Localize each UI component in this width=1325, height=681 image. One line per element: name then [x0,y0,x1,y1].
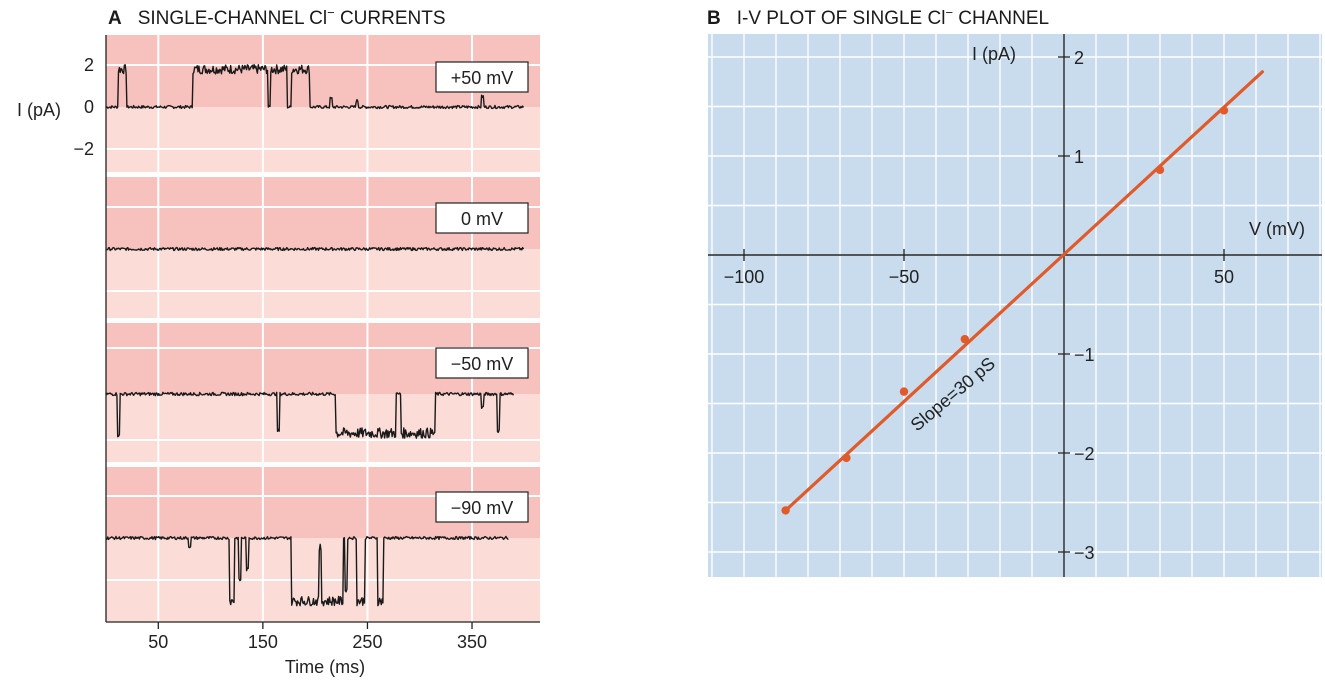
fit-line [783,70,1265,513]
panel-b-title-text: I-V PLOT OF SINGLE Cl [737,8,946,29]
x-tick-label: −100 [724,267,765,287]
x-tick-label: 150 [248,632,278,652]
panel-b-ticks: −100 −50 50 2 1 −1 −2 −3 [724,48,1234,563]
panel-a: A SINGLE-CHANNEL Cl− CURRENTS +50 mV 0 mV −… [17,5,540,677]
data-point [842,453,851,463]
data-point [960,334,969,344]
panel-b-xlabel: V (mV) [1249,219,1305,239]
panel-a-xlabel: Time (ms) [285,657,365,677]
panel-b-title: B I-V PLOT OF SINGLE Cl− CHANNEL [707,5,1049,29]
panel-a-y-ticks: 2 0 −2 [73,55,94,159]
x-tick-label: 50 [148,632,168,652]
panel-a-title-suffix: CURRENTS [335,8,446,29]
y-tick-label: −3 [1074,543,1095,563]
panel-a-backgrounds [106,35,540,622]
trace-band-light [106,249,540,318]
data-point [899,387,909,396]
panel-a-title-superscript: − [327,5,335,20]
panel-b-points [781,106,1229,515]
panel-a-ylabel: I (pA) [17,100,61,120]
panel-a-voltage-labels: +50 mV 0 mV −50 mV −90 mV [435,61,529,523]
voltage-label-box [435,61,529,93]
y-tick-label: 2 [1074,48,1084,68]
current-trace [105,246,525,252]
panel-b-title-superscript: − [945,5,953,20]
trace-band-light [106,107,540,172]
y-tick-label: −2 [73,139,94,159]
voltage-label-box [435,347,529,379]
panel-a-title: A SINGLE-CHANNEL Cl− CURRENTS [108,5,446,29]
voltage-label: +50 mV [451,68,514,88]
panel-b-letter: B [707,8,721,29]
x-tick-label: 250 [352,632,382,652]
current-trace [105,391,515,439]
trace-band-light [106,394,540,462]
panel-a-letter: A [108,8,122,29]
y-tick-label: −1 [1074,345,1095,365]
y-tick-label: 2 [84,55,94,75]
panel-b-title-suffix: CHANNEL [953,8,1049,29]
panel-b-axes [708,34,1322,577]
y-tick-label: 1 [1074,147,1084,167]
voltage-label-box [435,202,529,234]
voltage-label: 0 mV [461,209,503,229]
data-point [781,506,790,515]
x-tick-label: 50 [1214,267,1234,287]
y-tick-label: 0 [84,97,94,117]
voltage-label: −90 mV [451,498,514,518]
panel-b: B I-V PLOT OF SINGLE Cl− CHANNEL −100 −50 5… [707,5,1322,577]
current-trace [105,63,525,110]
panel-b-ylabel: I (pA) [972,44,1016,64]
voltage-label: −50 mV [451,354,514,374]
current-trace [105,535,509,607]
data-point [1155,165,1165,175]
panel-a-x-ticks: 50 150 250 350 [148,622,487,652]
voltage-label-box [435,491,529,523]
panel-a-title-text: SINGLE-CHANNEL Cl [138,8,327,29]
x-tick-label: −50 [889,267,920,287]
y-tick-label: −2 [1074,444,1095,464]
data-point [1219,106,1229,115]
panel-a-traces [105,63,525,607]
panel-b-fit-line [783,70,1265,513]
x-tick-label: 350 [457,632,487,652]
